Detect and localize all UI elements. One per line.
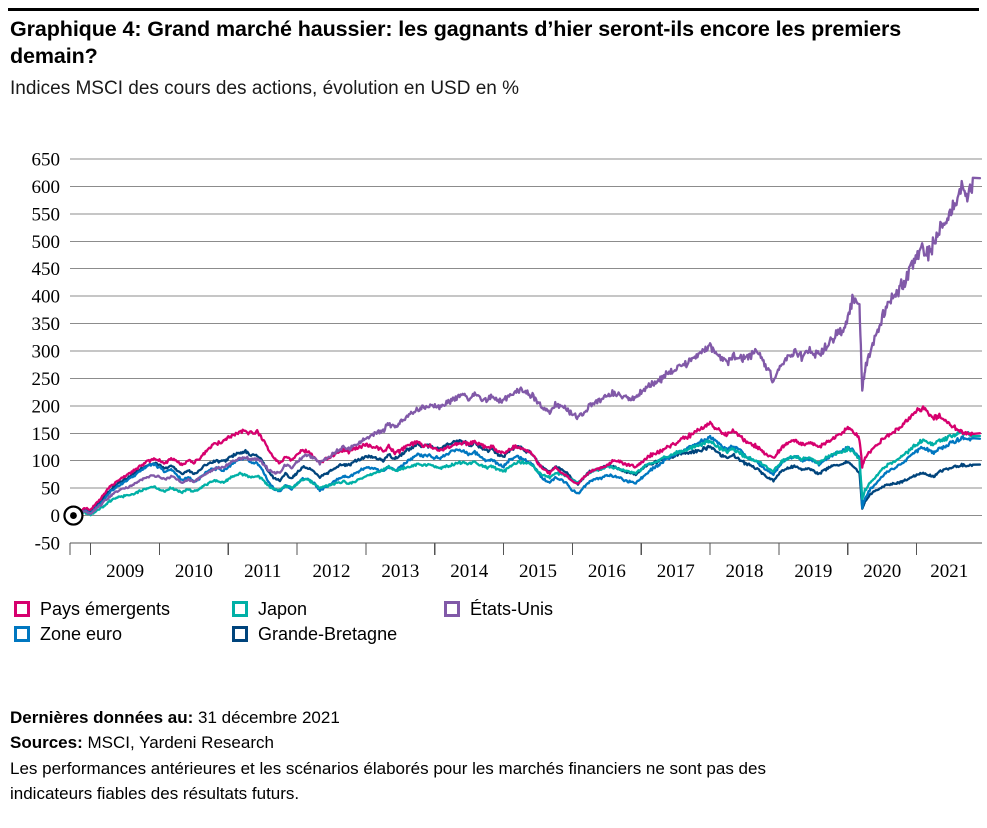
legend-label-japon: Japon [258, 598, 308, 619]
y-axis-tick-label: 650 [32, 150, 61, 171]
series-line-gb [72, 438, 982, 517]
y-axis-tick-label: 100 [32, 451, 61, 472]
y-axis-tick-label: 350 [32, 314, 61, 335]
x-axis-tick-label: 2015 [519, 561, 557, 582]
y-axis-tick-label: 250 [32, 369, 61, 390]
footer-last-data-value: 31 décembre 2021 [198, 708, 340, 727]
x-axis-tick-label: 2020 [863, 561, 901, 582]
series-line-em [72, 405, 982, 517]
legend-label-zone-euro: Zone euro [40, 623, 123, 644]
x-axis-tick-label: 2021 [930, 561, 968, 582]
y-axis-tick-label: 300 [32, 342, 61, 363]
origin-marker [63, 505, 84, 526]
footer-sources-label: Sources: [10, 732, 83, 752]
y-axis-tick-label: 50 [41, 479, 60, 500]
y-axis-tick-label: 200 [32, 396, 61, 417]
footer-disclaimer-line-2: indicateurs fiables des résultats futurs… [10, 783, 300, 803]
legend-swatch-icon-pays-emergents [14, 600, 30, 617]
y-axis-tick-label: 150 [32, 424, 61, 445]
x-axis-tick-label: 2013 [381, 561, 419, 582]
footer-sources-row: Sources: MSCI, Yardeni Research [10, 731, 975, 756]
y-axis-tick-label: 400 [32, 287, 61, 308]
chart-footer: Dernières données au: 31 décembre 2021 S… [10, 706, 975, 806]
y-axis-tick-label: 450 [32, 259, 61, 280]
legend-swatch-icon-grande-bretagne [232, 625, 248, 642]
gridlines [70, 158, 982, 517]
footer-disclaimer-line-1: Les performances antérieures et les scén… [10, 759, 766, 778]
x-axis-tick-label: 2017 [657, 561, 695, 582]
footer-last-data-label: Dernières données au: [10, 708, 194, 727]
y-axis-tick-label: 550 [32, 204, 61, 225]
chart-subtitle: Indices MSCI des cours des actions, évol… [10, 78, 520, 99]
line-chart-svg: -50 0 50 100 150 200 250 300 350 400 450 500 550 600 6… [32, 150, 982, 582]
legend-item-zone-euro[interactable]: Zone euro [14, 621, 232, 646]
legend-swatch-icon-etats-unis [444, 600, 460, 617]
footer-disclaimer: Les performances antérieures et les scén… [10, 757, 975, 806]
footer-last-data-row: Dernières données au: 31 décembre 2021 [10, 706, 975, 731]
legend-item-pays-emergents[interactable]: Pays émergents [14, 596, 232, 621]
chart-plot-area: -50 0 50 100 150 200 250 300 350 400 450 500 550 600 6… [0, 140, 987, 590]
x-axis-tick-label: 2009 [106, 561, 144, 582]
series-line-us [72, 176, 982, 518]
legend-label-etats-unis: États-Unis [470, 598, 554, 619]
x-axis-tick-label: 2019 [794, 561, 832, 582]
y-axis-tick-label: 600 [32, 177, 61, 198]
legend-item-etats-unis[interactable]: États-Unis [444, 596, 654, 621]
x-axis-tick-label: 2010 [175, 561, 213, 582]
x-axis-tick-label: 2016 [588, 561, 626, 582]
series-line-jp [72, 430, 982, 517]
x-axis-tick-label: 2014 [450, 561, 489, 582]
y-axis-tick-label: -50 [35, 534, 60, 555]
x-axis-tick-label: 2018 [726, 561, 764, 582]
y-axis-tick-labels: -50 0 50 100 150 200 250 300 350 400 450 500 550 600 6… [32, 150, 61, 555]
x-axis-tick-label: 2012 [313, 561, 351, 582]
top-divider-rule [8, 8, 979, 11]
legend-item-grande-bretagne[interactable]: Grande-Bretagne [232, 621, 444, 646]
page-title: Graphique 4: Grand marché haussier: les … [10, 17, 902, 68]
chart-header: Graphique 4: Grand marché haussier: les … [10, 16, 975, 101]
series-line-ez [72, 434, 982, 517]
legend-item-japon[interactable]: Japon [232, 596, 444, 621]
legend-swatch-icon-zone-euro [14, 625, 30, 642]
legend-label-pays-emergents: Pays émergents [40, 598, 171, 619]
legend-swatch-icon-japon [232, 600, 248, 617]
x-axis [69, 542, 982, 555]
chart-legend: Pays émergents Japon États-Unis Zone eur… [14, 596, 654, 646]
footer-sources-value: MSCI, Yardeni Research [87, 732, 274, 752]
origin-marker-dot [70, 512, 77, 519]
x-axis-tick-label: 2011 [244, 561, 281, 582]
x-axis-tick-labels: 2009 2010 2011 2012 2013 2014 2015 2016 2017 2018… [106, 561, 968, 582]
y-axis-tick-label: 500 [32, 232, 61, 253]
data-series-lines [72, 176, 982, 518]
y-axis-tick-label: 0 [51, 506, 61, 527]
legend-label-grande-bretagne: Grande-Bretagne [258, 623, 398, 644]
